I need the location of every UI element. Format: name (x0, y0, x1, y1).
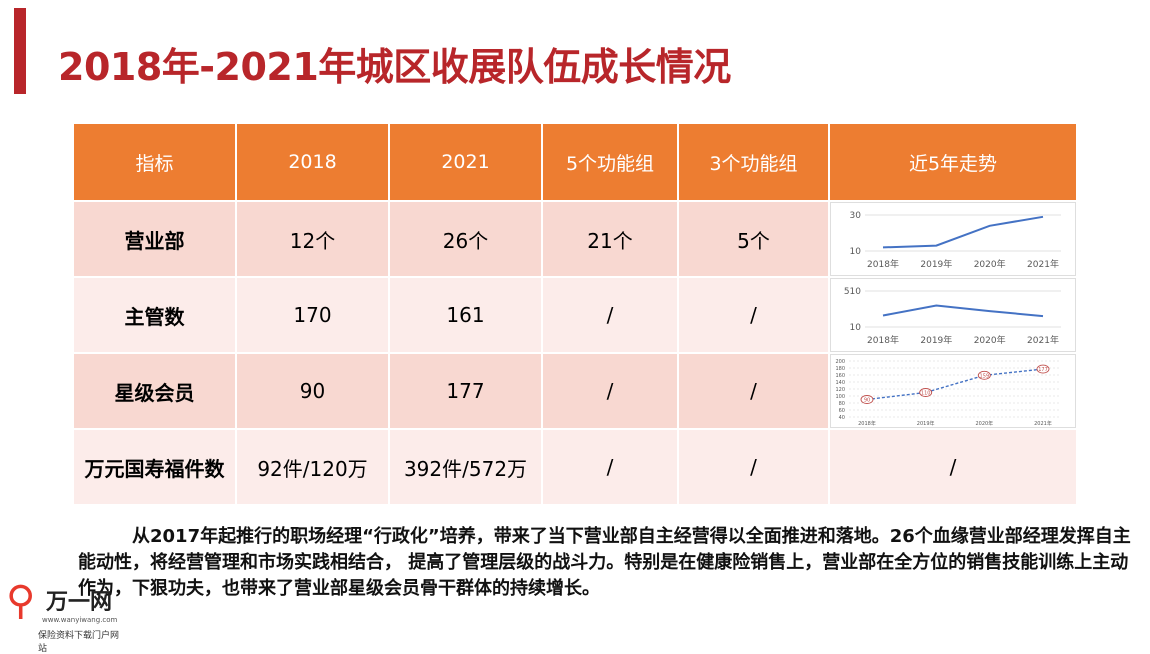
series-line (882, 304, 1044, 318)
data-point (919, 388, 933, 397)
data-label: 177 (1038, 367, 1048, 373)
x-tick-label: 2019年 (917, 420, 935, 427)
x-tick-label: 2019年 (920, 334, 952, 346)
x-tick-label: 2021年 (1027, 334, 1059, 346)
data-point (977, 370, 991, 380)
x-tick-label: 2018年 (858, 420, 876, 427)
data-table: 指标 2018 2021 5个功能组 3个功能组 近5年走势 营业部 12个 2… (72, 122, 1078, 506)
header-2018: 2018 (235, 122, 390, 202)
trend-chart-supervisors: 10 510 2018年 2019年 2020年 2021年 (830, 278, 1076, 352)
data-label: 90 (864, 398, 870, 404)
data-point (1036, 364, 1050, 374)
series-line (882, 215, 1044, 249)
cell-2018: 12个 (235, 200, 390, 278)
header-trend: 近5年走势 (828, 122, 1078, 202)
page-title: 2018年-2021年城区收展队伍成长情况 (58, 45, 731, 89)
y-tick-label: 140 (835, 380, 845, 386)
location-pin-icon: ⚲ (6, 578, 36, 624)
trend-chart-branches: 10 30 2018年 2019年 2020年 2021年 (830, 202, 1076, 276)
x-tick-label: 2018年 (867, 258, 899, 270)
logo-brand: 万一网 (46, 590, 113, 615)
header-5-groups: 5个功能组 (541, 122, 679, 202)
y-tick-label: 10 (850, 247, 862, 257)
x-tick-label: 2021年 (1027, 258, 1059, 270)
cell-3-groups: 5个 (677, 200, 830, 278)
y-tick-label: 60 (839, 408, 845, 414)
table-row: 营业部 12个 26个 21个 5个 10 30 2018年 2019年 2020年 20… (72, 200, 1078, 278)
x-tick-label: 2018年 (867, 334, 899, 346)
y-tick-label: 10 (850, 323, 862, 333)
row-name: 主管数 (72, 276, 237, 354)
site-logo: ⚲ 万一网 www.wanyiwang.com 保险资料下载门户网站 (4, 574, 124, 654)
header-2021: 2021 (388, 122, 543, 202)
cell-2021: 161 (388, 276, 543, 354)
cell-trend: / (828, 428, 1078, 506)
cell-2018: 92件/120万 (235, 428, 390, 506)
table-row: 主管数 170 161 / / 10 510 2018年 2019年 2020年 2021… (72, 276, 1078, 354)
trend-cell: 10 30 2018年 2019年 2020年 2021年 (828, 200, 1078, 278)
data-label: 159 (980, 373, 990, 379)
y-tick-label: 100 (835, 394, 845, 400)
logo-slogan: 保险资料下载门户网站 (38, 631, 120, 654)
y-tick-label: 160 (835, 373, 845, 379)
x-tick-label: 2019年 (920, 258, 952, 270)
summary-paragraph: 从2017年起推行的职场经理“行政化”培养，带来了当下营业部自主经营得以全面推进… (78, 524, 1138, 602)
cell-3-groups: / (677, 428, 830, 506)
trend-cell: 40 60 80 100 120 140 160 180 200 2018年 2019年 2020年 2… (828, 352, 1078, 430)
header-3-groups: 3个功能组 (677, 122, 830, 202)
trend-cell: 10 510 2018年 2019年 2020年 2021年 (828, 276, 1078, 354)
cell-5-groups: 21个 (541, 200, 679, 278)
x-tick-label: 2021年 (1034, 420, 1052, 427)
x-tick-label: 2020年 (974, 258, 1006, 270)
header-indicator: 指标 (72, 122, 237, 202)
cell-5-groups: / (541, 352, 679, 430)
y-tick-label: 510 (844, 287, 861, 297)
y-tick-label: 40 (839, 415, 845, 421)
table-row: 万元国寿福件数 92件/120万 392件/572万 / / / (72, 428, 1078, 506)
row-name: 星级会员 (72, 352, 237, 430)
y-tick-label: 30 (850, 211, 862, 221)
y-tick-label: 200 (835, 359, 845, 365)
row-name: 万元国寿福件数 (72, 428, 237, 506)
y-tick-label: 120 (835, 387, 845, 393)
cell-3-groups: / (677, 352, 830, 430)
cell-2018: 90 (235, 352, 390, 430)
y-tick-label: 180 (835, 366, 845, 372)
data-point (860, 395, 874, 404)
cell-5-groups: / (541, 276, 679, 354)
x-tick-label: 2020年 (975, 420, 993, 427)
table-row: 星级会员 90 177 / / 40 60 80 100 120 140 160 180 200… (72, 352, 1078, 430)
cell-2021: 392件/572万 (388, 428, 543, 506)
logo-url: www.wanyiwang.com (42, 616, 118, 624)
x-tick-label: 2020年 (974, 334, 1006, 346)
summary-text: 从2017年起推行的职场经理“行政化”培养，带来了当下营业部自主经营得以全面推进… (78, 526, 1131, 599)
accent-bar (14, 8, 26, 94)
cell-2021: 26个 (388, 200, 543, 278)
data-label: 110 (921, 391, 931, 397)
y-tick-label: 80 (839, 401, 845, 407)
cell-2021: 177 (388, 352, 543, 430)
cell-3-groups: / (677, 276, 830, 354)
cell-5-groups: / (541, 428, 679, 506)
cell-2018: 170 (235, 276, 390, 354)
series-line (866, 368, 1044, 401)
table-header-row: 指标 2018 2021 5个功能组 3个功能组 近5年走势 (72, 122, 1078, 202)
row-name: 营业部 (72, 200, 237, 278)
